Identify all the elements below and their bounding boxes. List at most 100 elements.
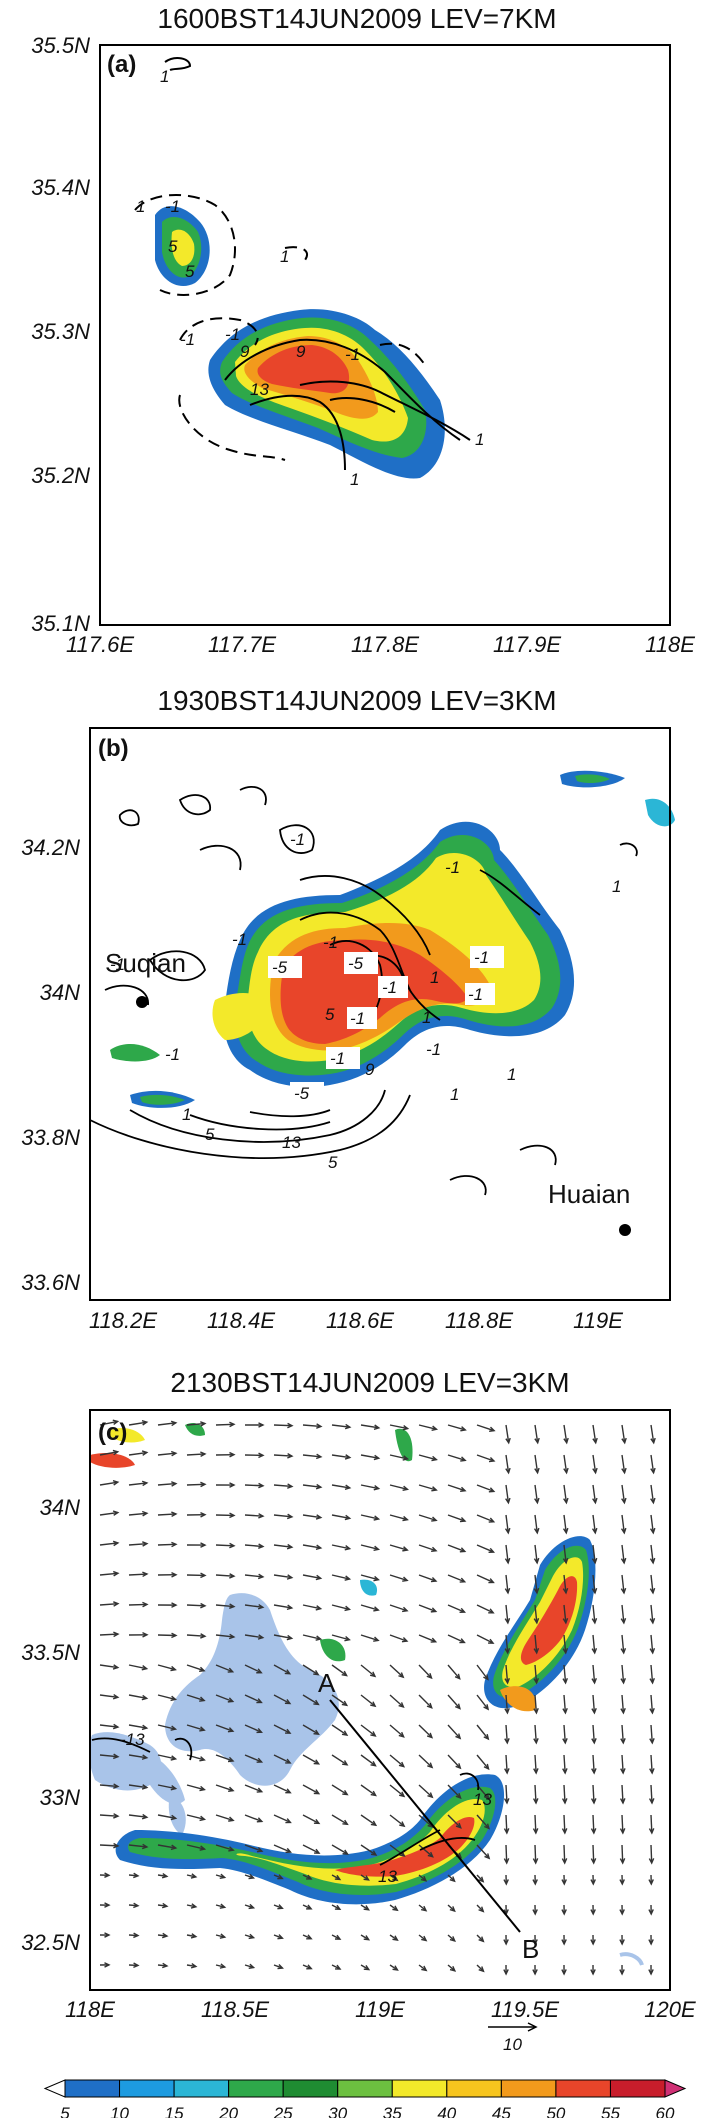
wind-vector xyxy=(215,1664,233,1673)
wind-vector xyxy=(244,1544,263,1548)
contour-label: -1 xyxy=(350,1009,365,1028)
wind-vector xyxy=(505,1724,508,1744)
wind-vector-head xyxy=(426,1732,434,1739)
wind-vector-head xyxy=(532,1828,539,1835)
wind-vector-head xyxy=(369,1671,377,1678)
wind-vector-head xyxy=(563,1497,569,1505)
wind-vector-head xyxy=(650,1467,656,1475)
wind-vector xyxy=(215,1814,234,1822)
wind-vector xyxy=(418,1694,433,1709)
wind-vector-head xyxy=(620,1587,627,1595)
wind-vector xyxy=(157,1664,176,1671)
wind-vector-head xyxy=(620,1647,627,1655)
wind-vector-head xyxy=(190,1873,198,1879)
wind-vector-head xyxy=(113,1783,120,1789)
wind-vector xyxy=(534,1574,538,1593)
wind-vector-head xyxy=(591,1557,598,1565)
contour-label: -1 xyxy=(290,830,305,849)
wind-vector-head xyxy=(402,1455,410,1461)
wind-vector xyxy=(128,1512,147,1516)
wind-vector xyxy=(244,1634,263,1639)
colorbar-swatch xyxy=(228,2079,284,2098)
wind-vector xyxy=(302,1724,319,1735)
wind-vector xyxy=(563,1844,566,1864)
wind-vector-head xyxy=(534,1437,540,1445)
wind-vector-head xyxy=(592,1467,598,1475)
wind-vector-head xyxy=(489,1426,496,1433)
panel-c-x-axis: 118E 118.5E 119E 119.5E 120E xyxy=(65,1997,696,2022)
wind-vector xyxy=(592,1514,596,1533)
wind-vector-head xyxy=(392,1965,399,1971)
wind-vector-head xyxy=(427,1792,434,1799)
colorbar-swatch xyxy=(500,2079,557,2098)
reference-arrow-head xyxy=(527,2022,538,2032)
wind-vector-head xyxy=(219,1903,227,1909)
wind-vector xyxy=(650,1544,654,1563)
wind-vector xyxy=(128,1421,147,1426)
wind-vector xyxy=(360,1454,379,1459)
wind-vector-head xyxy=(248,1873,256,1880)
wind-vector-head xyxy=(315,1544,323,1551)
wind-vector-head xyxy=(286,1513,294,1520)
wind-vector xyxy=(273,1724,291,1734)
wind-vector-head xyxy=(306,1934,313,1940)
wind-vector-head xyxy=(619,1828,626,1835)
y-tick-label: 33.5N xyxy=(21,1640,80,1665)
wind-vector xyxy=(360,1574,379,1581)
contour-label: -13 xyxy=(120,1730,145,1749)
wind-vector xyxy=(534,1544,538,1563)
wind-vector xyxy=(215,1694,234,1703)
wind-vector-head xyxy=(648,1858,655,1865)
wind-vector xyxy=(650,1634,654,1653)
wind-vector-head xyxy=(256,1757,264,1763)
colorbar-tick-label: 35 xyxy=(383,2104,402,2118)
wind-vector xyxy=(563,1784,566,1804)
wind-vector-head xyxy=(373,1545,381,1552)
wind-vector xyxy=(215,1574,235,1577)
wind-vector-head xyxy=(483,1704,490,1711)
x-tick-label: 117.6E xyxy=(66,632,134,657)
wind-vector xyxy=(128,1724,147,1729)
wind-vector-head xyxy=(227,1727,235,1733)
colorbar-high-triangle xyxy=(664,2079,687,2098)
wind-vector-head xyxy=(341,1730,349,1736)
wind-vector-head xyxy=(313,1759,321,1765)
wind-vector xyxy=(389,1724,405,1738)
panel-c-y-axis: 34N 33.5N 33N 32.5N xyxy=(21,1495,80,1955)
panel-b: 1930BST14JUN2009 LEV=3KM xyxy=(21,685,675,1333)
wind-vector-head xyxy=(455,1763,462,1770)
contour-label-box: -1 xyxy=(326,1047,360,1069)
wind-vector xyxy=(418,1754,433,1768)
contour-label: -1 xyxy=(180,330,195,349)
wind-vector xyxy=(99,1814,119,1817)
wind-vector xyxy=(418,1454,437,1461)
wind-vector-head xyxy=(392,1905,399,1912)
colorbar-swatch xyxy=(64,2079,121,2098)
wind-vector-head xyxy=(285,1758,292,1764)
wind-vector xyxy=(563,1454,568,1473)
wind-vector-head xyxy=(503,1879,509,1886)
wind-vector xyxy=(186,1784,205,1791)
wind-vector xyxy=(99,1633,119,1636)
contour-label: 13 xyxy=(378,1867,397,1886)
wind-vector-head xyxy=(363,1964,371,1971)
wind-vector-head xyxy=(141,1665,149,1671)
wind-vector-head xyxy=(256,1817,264,1823)
wind-vector-head xyxy=(533,1527,540,1535)
wind-vector xyxy=(505,1544,509,1563)
panel-b-reflectivity xyxy=(110,770,675,1108)
wind-vector xyxy=(418,1424,437,1430)
wind-vector-head xyxy=(534,1467,540,1475)
wind-vector-head xyxy=(257,1634,265,1640)
wind-vector-head xyxy=(285,1788,292,1794)
wind-vector-head xyxy=(200,1481,207,1488)
wind-vector xyxy=(360,1694,376,1707)
wind-vector-head xyxy=(112,1480,120,1486)
wind-vector-head xyxy=(370,1760,377,1767)
wind-vector-head xyxy=(370,1701,377,1708)
wind-vector-head xyxy=(430,1637,438,1643)
wind-vector xyxy=(592,1784,595,1804)
contour-label: 5 xyxy=(325,1005,335,1024)
wind-vector-head xyxy=(133,1932,140,1939)
colorbar-tick-label: 30 xyxy=(328,2104,347,2118)
